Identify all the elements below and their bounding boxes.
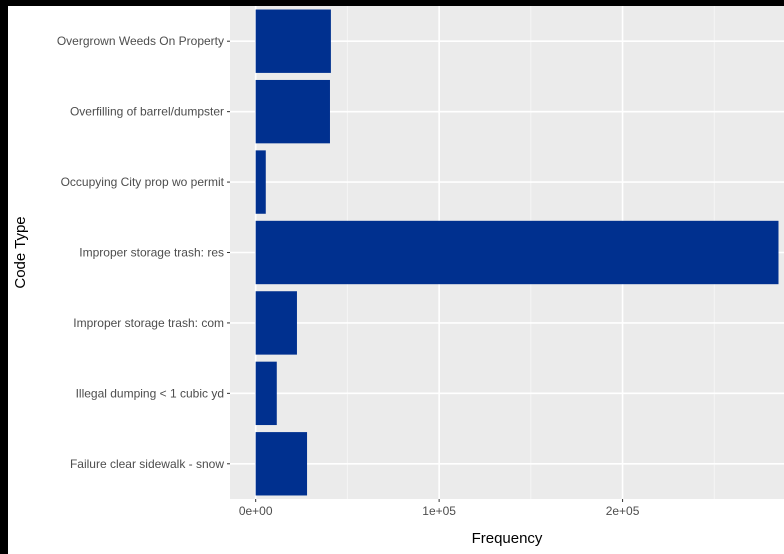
x-tick-label: 2e+05 [606, 504, 640, 518]
bar [255, 9, 331, 73]
y-tick-label: Overfilling of barrel/dumpster [70, 105, 224, 119]
bar [255, 220, 779, 285]
y-tick-label: Occupying City prop wo permit [61, 175, 225, 189]
bar [255, 432, 308, 496]
y-tick-label: Illegal dumping < 1 cubic yd [76, 386, 224, 400]
y-tick-label: Improper storage trash: res [79, 246, 224, 260]
y-tick-label: Improper storage trash: com [73, 316, 224, 330]
bar [255, 291, 297, 355]
chart: Overgrown Weeds On Property Overfilling o… [8, 6, 784, 554]
x-axis-title: Frequency [472, 530, 543, 547]
bar [255, 79, 330, 144]
y-tick-label: Failure clear sidewalk - snow [70, 457, 224, 471]
x-tick-label: 1e+05 [422, 504, 456, 518]
bar [255, 150, 266, 214]
bar [255, 361, 277, 426]
x-tick-label: 0e+00 [239, 504, 273, 518]
axes: Overgrown Weeds On Property Overfilling o… [57, 34, 640, 518]
bar-chart: Overgrown Weeds On Property Overfilling o… [12, 6, 784, 547]
y-tick-label: Overgrown Weeds On Property [57, 34, 224, 48]
y-axis-title: Code Type [12, 216, 29, 288]
bars [255, 9, 779, 496]
